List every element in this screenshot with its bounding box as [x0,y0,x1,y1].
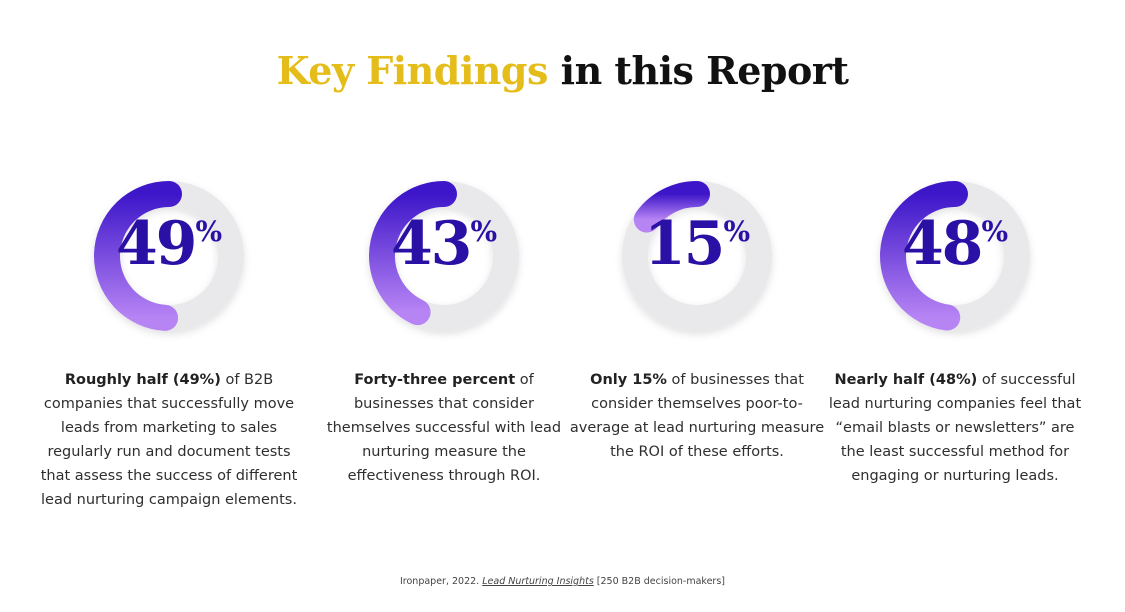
percent-number-2: 43 [390,209,472,279]
donut-value-arc-4 [880,181,968,331]
donut-value-arc-2 [369,181,457,326]
percent-number-4: 48 [901,209,983,279]
finding-highlight-1: Roughly half (49%) [64,372,221,388]
finding-highlight-2: Forty-three percent [354,372,516,388]
title-accent: Key Findings [276,48,549,93]
donut-value-arc-3 [633,181,710,233]
title-rest: in this Report [547,48,849,93]
percent-sign-4: % [981,215,1009,248]
finding-card-1: 49% Roughly half (49%) of B2B companies … [39,176,299,512]
finding-description-4: Nearly half (48%) of successful lead nur… [825,368,1085,488]
donut-value-arc-1 [94,181,182,331]
donut-ring-1: 49% [89,176,249,336]
percent-number-1: 49 [115,209,197,279]
finding-text-3: of businesses that consider themselves p… [569,372,825,460]
donut-chart-2 [369,181,519,331]
findings-row: 49% Roughly half (49%) of B2B companies … [0,176,1125,546]
page-title: Key Findings in this Report [0,48,1125,93]
percent-number-3: 15 [643,209,725,279]
percent-sign-1: % [195,215,223,248]
source-prefix: Ironpaper, 2022. [400,576,483,587]
finding-description-1: Roughly half (49%) of B2B companies that… [39,368,299,512]
finding-highlight-3: Only 15% [590,372,667,388]
finding-highlight-4: Nearly half (48%) [834,372,978,388]
finding-text-1: of B2B companies that successfully move … [40,372,298,508]
source-suffix: [250 B2B decision-makers] [593,576,725,587]
percent-label-1: 49% [89,214,249,274]
donut-chart-4 [880,181,1030,331]
source-citation: Ironpaper, 2022. Lead Nurturing Insights… [0,576,1125,587]
finding-description-2: Forty-three percent of businesses that c… [314,368,574,488]
percent-label-2: 43% [364,214,524,274]
finding-card-2: 43% Forty-three percent of businesses th… [314,176,574,488]
donut-chart-3 [622,181,772,331]
source-publication-link[interactable]: Lead Nurturing Insights [482,576,594,587]
donut-chart-1 [94,181,244,331]
donut-ring-2: 43% [364,176,524,336]
percent-label-3: 15% [617,214,777,274]
finding-text-4: of successful lead nurturing companies f… [828,372,1082,484]
finding-description-3: Only 15% of businesses that consider the… [567,368,827,464]
finding-card-4: 48% Nearly half (48%) of successful lead… [825,176,1085,488]
finding-text-2: of businesses that consider themselves s… [326,372,562,484]
percent-sign-3: % [723,215,751,248]
percent-sign-2: % [470,215,498,248]
donut-ring-3: 15% [617,176,777,336]
donut-ring-4: 48% [875,176,1035,336]
finding-card-3: 15% Only 15% of businesses that consider… [567,176,827,464]
percent-label-4: 48% [875,214,1035,274]
